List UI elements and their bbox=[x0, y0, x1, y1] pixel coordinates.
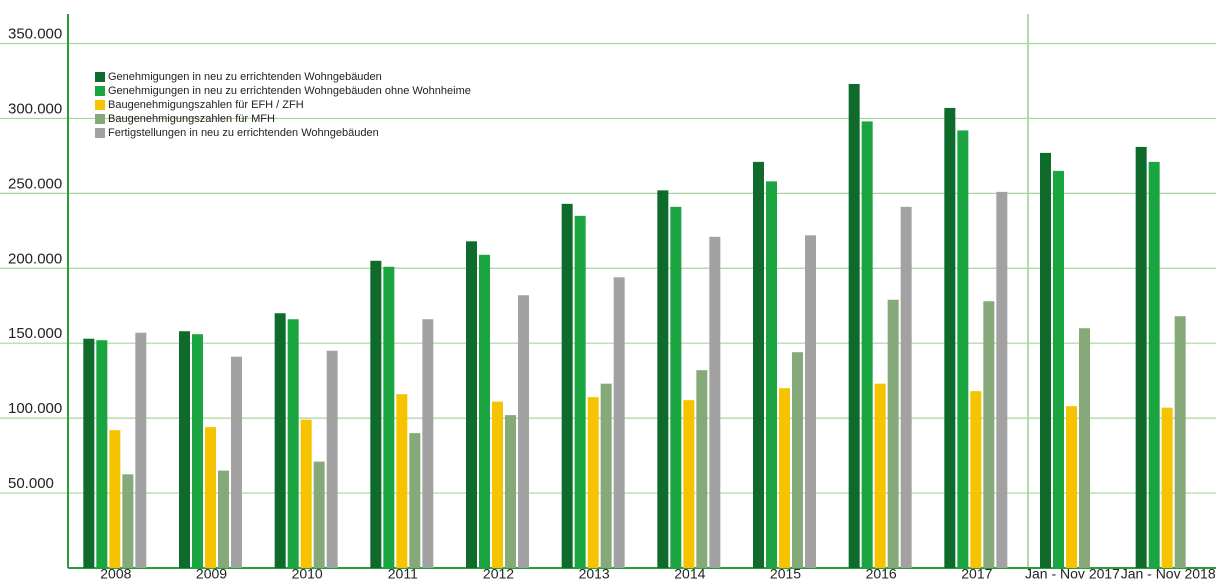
bar bbox=[670, 206, 682, 569]
x-tick-label: 2012 bbox=[483, 566, 514, 579]
bar bbox=[179, 331, 190, 568]
bar bbox=[396, 394, 408, 568]
y-tick-label: 200.000 bbox=[8, 250, 62, 267]
bar bbox=[383, 266, 395, 568]
y-tick-label: 300.000 bbox=[8, 100, 62, 117]
bar bbox=[205, 427, 216, 568]
y-tick-label: 50.000 bbox=[8, 475, 54, 492]
bar bbox=[274, 313, 286, 568]
bar bbox=[300, 419, 312, 568]
y-tick-label: 150.000 bbox=[8, 325, 62, 342]
bar bbox=[957, 130, 969, 569]
legend-label: Genehmigungen in neu zu errichtenden Woh… bbox=[108, 71, 382, 83]
x-tick-label: 2010 bbox=[292, 566, 323, 579]
legend-label: Baugenehmigungszahlen für EFH / ZFH bbox=[108, 99, 304, 111]
bar bbox=[287, 319, 299, 568]
x-tick-label: 2016 bbox=[866, 566, 897, 579]
bar bbox=[518, 295, 529, 568]
x-tick-label: 2015 bbox=[770, 566, 801, 579]
bar bbox=[83, 338, 95, 568]
bar bbox=[887, 299, 899, 568]
bar bbox=[479, 254, 490, 568]
legend-swatch bbox=[95, 86, 105, 96]
bar bbox=[370, 260, 382, 568]
legend-swatch bbox=[95, 72, 105, 82]
legend-swatch bbox=[95, 128, 105, 138]
bar bbox=[696, 370, 708, 568]
legend-swatch bbox=[95, 114, 105, 124]
bar bbox=[1066, 406, 1077, 568]
bar bbox=[970, 391, 982, 568]
bar bbox=[848, 83, 860, 569]
bar bbox=[792, 352, 803, 568]
y-tick-label: 250.000 bbox=[8, 175, 62, 192]
bar bbox=[779, 388, 790, 568]
bar bbox=[422, 319, 434, 568]
bar bbox=[805, 235, 816, 568]
x-tick-label: Jan - Nov 2017 bbox=[1025, 566, 1120, 579]
legend-swatch bbox=[95, 100, 105, 110]
bar bbox=[561, 203, 573, 568]
x-tick-label: 2017 bbox=[961, 566, 992, 579]
bar bbox=[900, 206, 912, 569]
bar bbox=[135, 332, 147, 568]
legend-label: Genehmigungen in neu zu errichtenden Woh… bbox=[108, 85, 471, 97]
bar bbox=[983, 301, 995, 568]
bar bbox=[753, 161, 764, 568]
bar bbox=[1079, 328, 1090, 568]
bar bbox=[574, 215, 586, 568]
y-tick-label: 100.000 bbox=[8, 400, 62, 417]
bar bbox=[709, 236, 721, 568]
x-tick-label: 2013 bbox=[579, 566, 610, 579]
x-tick-label: 2009 bbox=[196, 566, 227, 579]
bar bbox=[1148, 161, 1160, 568]
x-tick-label: 2011 bbox=[388, 566, 418, 579]
bar bbox=[874, 383, 886, 568]
bar bbox=[600, 383, 612, 568]
bar bbox=[766, 181, 777, 568]
bar bbox=[409, 433, 421, 568]
bar bbox=[218, 470, 229, 568]
bar bbox=[326, 350, 338, 568]
legend-label: Baugenehmigungszahlen für MFH bbox=[108, 113, 275, 125]
y-tick-label: 350.000 bbox=[8, 25, 62, 42]
x-tick-label: Jan - Nov 2018 bbox=[1121, 566, 1216, 579]
bar bbox=[613, 277, 625, 568]
bar bbox=[683, 400, 695, 568]
bar bbox=[313, 461, 325, 568]
bar bbox=[505, 415, 516, 568]
bar bbox=[1040, 152, 1051, 568]
legend-label: Fertigstellungen in neu zu errichtenden … bbox=[108, 127, 379, 139]
bar bbox=[492, 401, 503, 568]
bar bbox=[657, 190, 669, 569]
bar bbox=[1161, 407, 1173, 568]
bar bbox=[861, 121, 873, 569]
bar bbox=[192, 334, 203, 568]
bar bbox=[1174, 316, 1186, 568]
bar bbox=[122, 474, 134, 568]
bar bbox=[96, 340, 108, 568]
bar bbox=[466, 241, 477, 568]
bar bbox=[587, 397, 599, 568]
bar bbox=[1135, 146, 1147, 569]
x-tick-label: 2014 bbox=[674, 566, 705, 579]
x-tick-label: 2008 bbox=[100, 566, 131, 579]
bar bbox=[1053, 170, 1064, 569]
bar bbox=[109, 430, 121, 568]
bar bbox=[996, 191, 1008, 568]
bar bbox=[231, 356, 242, 568]
bar bbox=[944, 107, 956, 568]
